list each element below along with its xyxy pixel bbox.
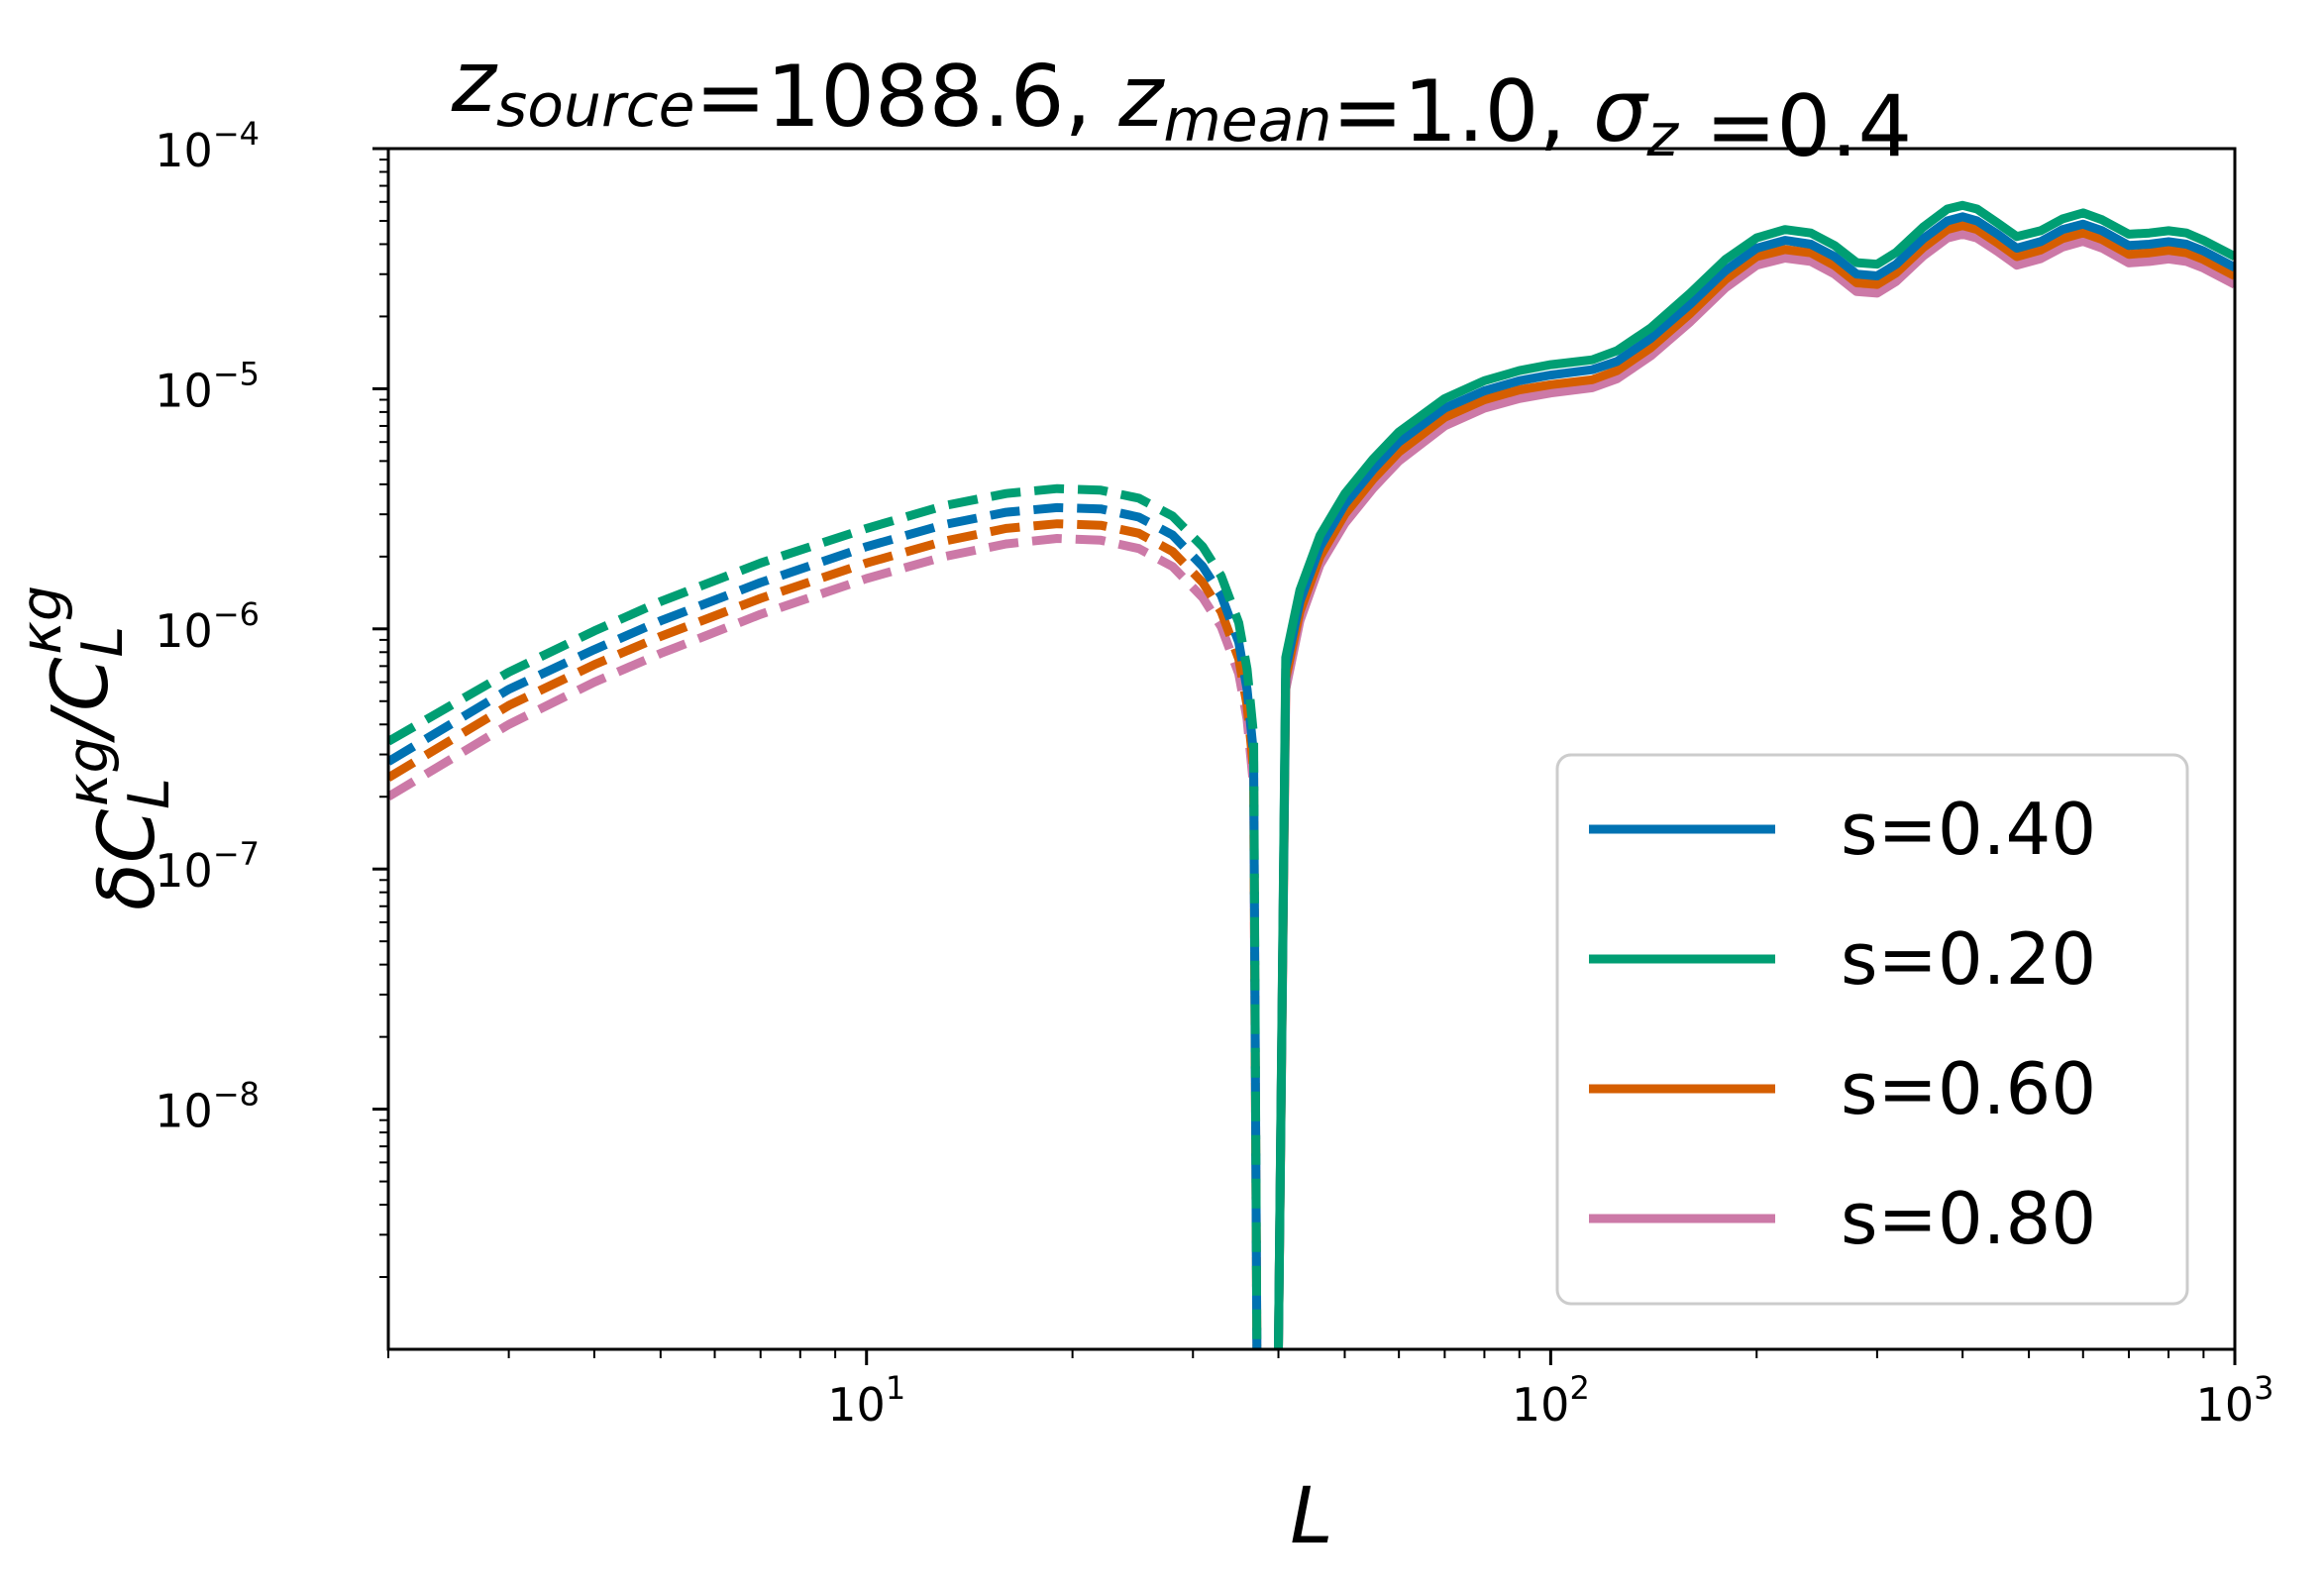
legend-label: s=0.20 — [1841, 917, 2096, 1001]
series-line-negative-s=0.40 — [388, 502, 1262, 1349]
legend: s=0.40 s=0.20 s=0.60 s=0.80 — [1555, 753, 2189, 1306]
series-line-negative-s=0.60 — [388, 519, 1262, 1349]
series-line-positive-s=0.60 — [1274, 221, 2235, 1349]
series-line-positive-s=0.20 — [1274, 200, 2235, 1349]
y-tick-label: 10−8 — [155, 1076, 260, 1138]
chart-title: zsource=1088.6, zmean=1.0, σz =0.4 — [451, 33, 1912, 176]
y-tick-label: 10−7 — [155, 835, 260, 898]
y-tick-label: 10−6 — [155, 595, 260, 658]
x-axis-label: L — [1290, 1472, 1332, 1561]
legend-box — [1555, 753, 2189, 1306]
y-axis-ticks: 10−8 10−7 10−6 10−5 10−4 — [155, 115, 388, 1279]
x-tick-label: 103 — [2196, 1369, 2274, 1432]
axes-frame — [386, 147, 2237, 1351]
series-line-negative-s=0.80 — [388, 534, 1262, 1349]
series-line-positive-s=0.80 — [1274, 229, 2235, 1349]
series-line-positive-s=0.40 — [1274, 212, 2235, 1349]
y-tick-label: 10−4 — [155, 115, 260, 177]
x-tick-label: 101 — [827, 1369, 905, 1432]
x-tick-label: 102 — [1512, 1369, 1590, 1432]
x-axis-ticks: 101 102 103 — [387, 1349, 2274, 1432]
legend-label: s=0.40 — [1841, 788, 2096, 871]
legend-label: s=0.60 — [1841, 1047, 2096, 1130]
legend-label: s=0.80 — [1841, 1177, 2096, 1260]
y-axis-label: δCLκg/CLκg — [9, 585, 182, 910]
series-layer — [388, 200, 2235, 1349]
series-line-negative-s=0.20 — [388, 483, 1262, 1349]
y-tick-label: 10−5 — [155, 355, 260, 417]
